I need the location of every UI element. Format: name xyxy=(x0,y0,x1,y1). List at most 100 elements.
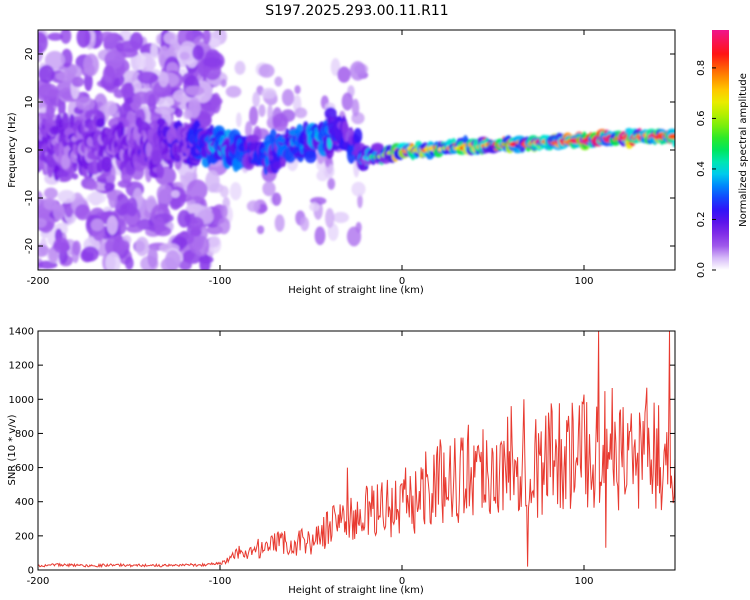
heatmap-cell xyxy=(325,207,335,229)
y-tick-label: -10 xyxy=(24,190,35,206)
x-tick-label: -100 xyxy=(209,576,232,587)
y-tick-label: 400 xyxy=(15,497,34,508)
heatmap-cell xyxy=(186,179,208,201)
heatmap-cell xyxy=(179,51,190,60)
heatmap-cell xyxy=(71,76,85,88)
y-tick-label: 0 xyxy=(28,566,34,577)
heatmap-cell xyxy=(245,121,253,139)
colorbar-tick-label: 0.4 xyxy=(696,161,707,177)
heatmap-cell xyxy=(274,214,285,232)
heatmap-cell xyxy=(323,163,335,179)
heatmap-cell xyxy=(102,65,116,87)
heatmap-cell xyxy=(101,156,113,173)
heatmap-cell xyxy=(217,217,231,235)
heatmap-cell xyxy=(61,154,71,170)
heatmap-cell xyxy=(203,57,223,68)
heatmap-cell xyxy=(81,246,99,262)
heatmap-cell xyxy=(56,170,64,178)
heatmap-cell xyxy=(61,112,70,130)
x-tick-label: -100 xyxy=(209,276,232,287)
y-tick-label: 1400 xyxy=(9,327,34,338)
heatmap-cell xyxy=(281,88,295,107)
heatmap-cell xyxy=(43,198,58,210)
heatmap-cell xyxy=(211,92,222,114)
heatmap-cell xyxy=(163,31,178,45)
heatmap-cell xyxy=(137,71,159,84)
heatmap-cell xyxy=(261,87,277,99)
spectrogram-x-ticks: -200 -100 0 100 xyxy=(27,30,594,287)
heatmap-cell xyxy=(55,71,76,82)
colorbar-tick-label: 0.0 xyxy=(696,262,707,278)
heatmap-cell xyxy=(256,225,265,235)
heatmap-cell xyxy=(126,197,138,217)
heatmap-cell xyxy=(225,85,242,98)
heatmap-cell xyxy=(174,107,183,118)
heatmap-cell xyxy=(668,133,675,140)
heatmap-cell xyxy=(72,240,81,256)
heatmap-cell xyxy=(38,218,47,228)
colorbar: 0.0 0.2 0.4 0.6 0.8 Normalized spectral ampl… xyxy=(696,30,749,278)
heatmap-cell xyxy=(193,235,210,257)
heatmap-cell xyxy=(151,149,163,166)
heatmap-cell xyxy=(104,235,127,258)
heatmap-cell xyxy=(119,240,130,251)
heatmap-cell xyxy=(48,89,58,98)
heatmap-cell xyxy=(158,71,169,88)
heatmap-cell xyxy=(192,45,205,61)
heatmap-cell xyxy=(84,110,93,120)
heatmap-cell xyxy=(43,187,58,199)
snr-x-ticks: -200 -100 0 100 xyxy=(27,331,594,587)
colorbar-tick-label: 0.2 xyxy=(696,212,707,228)
heatmap-cell xyxy=(202,30,211,45)
heatmap-cell xyxy=(104,100,118,117)
heatmap-cell xyxy=(337,66,351,83)
heatmap-cell xyxy=(119,40,141,53)
heatmap-cell xyxy=(147,245,158,269)
heatmap-cell xyxy=(124,256,134,270)
heatmap-cell xyxy=(106,215,118,235)
spectrogram-heatmap xyxy=(38,30,675,270)
heatmap-cell xyxy=(353,127,363,144)
heatmap-cell xyxy=(57,189,76,204)
heatmap-cell xyxy=(90,218,104,232)
y-tick-label: 600 xyxy=(15,463,34,474)
heatmap-cell xyxy=(61,171,69,178)
heatmap-cell xyxy=(156,183,174,205)
snr-frame xyxy=(37,330,676,571)
heatmap-cell xyxy=(300,216,310,232)
heatmap-cell xyxy=(247,134,260,143)
heatmap-cell xyxy=(246,200,261,212)
heatmap-cell xyxy=(114,193,130,216)
heatmap-cell xyxy=(53,237,70,254)
heatmap-cell xyxy=(104,182,115,192)
heatmap-cell xyxy=(207,235,222,254)
heatmap-cell xyxy=(71,173,79,180)
x-tick-label: 0 xyxy=(399,276,405,287)
heatmap-cell xyxy=(349,61,366,81)
heatmap-cell xyxy=(76,30,91,48)
heatmap-cell xyxy=(271,192,282,206)
x-tick-label: -200 xyxy=(27,576,50,587)
spectrogram-x-axis-label: Height of straight line (km) xyxy=(288,285,424,296)
heatmap-cell xyxy=(131,79,143,95)
snr-background xyxy=(38,331,675,570)
x-tick-label: 0 xyxy=(399,576,405,587)
heatmap-cell xyxy=(327,177,336,190)
heatmap-cell xyxy=(324,107,337,120)
heatmap-cell xyxy=(83,72,93,92)
heatmap-cell xyxy=(74,204,91,221)
heatmap-cell xyxy=(184,171,195,181)
snr-y-ticks: 0 200 400 600 800 1000 1200 1400 xyxy=(9,327,675,577)
y-tick-label: 0 xyxy=(24,147,35,153)
heatmap-cell xyxy=(154,106,175,115)
heatmap-cell xyxy=(229,182,242,201)
heatmap-cell xyxy=(332,211,350,224)
heatmap-cell xyxy=(258,104,266,118)
heatmap-cell xyxy=(156,117,166,126)
y-tick-label: -20 xyxy=(24,238,35,254)
y-tick-label: 200 xyxy=(15,531,34,542)
heatmap-cell xyxy=(108,188,118,209)
y-tick-label: 1000 xyxy=(9,395,34,406)
colorbar-label: Normalized spectral amplitude xyxy=(738,73,749,227)
